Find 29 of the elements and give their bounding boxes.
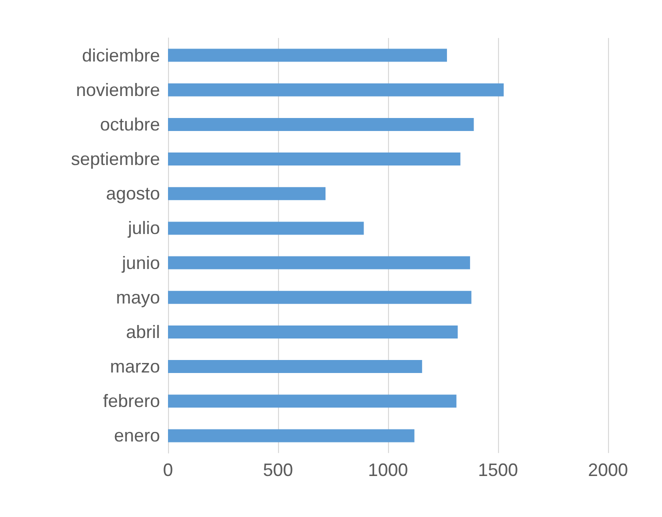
y-tick-label: junio: [120, 252, 160, 273]
bar: [168, 429, 414, 442]
bar: [168, 152, 460, 166]
bar: [168, 48, 447, 62]
x-tick-label: 1500: [478, 460, 518, 480]
bar: [168, 256, 470, 270]
y-tick-label: diciembre: [82, 45, 160, 66]
y-tick-label: septiembre: [70, 149, 160, 170]
y-tick-label: febrero: [102, 391, 160, 412]
x-tick-label: 1000: [368, 460, 408, 480]
x-tick-label: 0: [162, 460, 174, 480]
y-tick-label: noviembre: [76, 80, 160, 100]
y-tick-label: agosto: [106, 184, 160, 204]
bar: [168, 187, 326, 200]
y-tick-label: abril: [126, 322, 160, 342]
bar: [168, 222, 364, 235]
x-tick-label: 2000: [588, 460, 628, 480]
bar: [168, 360, 422, 374]
bar: [168, 118, 474, 131]
bar: [168, 290, 472, 304]
x-tick-label: 500: [262, 460, 294, 480]
y-tick-label: marzo: [110, 356, 160, 377]
bar: [168, 394, 456, 408]
y-tick-label: julio: [126, 218, 160, 238]
bar: [168, 83, 504, 96]
y-tick-label: mayo: [116, 287, 160, 308]
y-tick-label: octubre: [100, 114, 160, 134]
y-tick-label: enero: [114, 426, 160, 446]
bar: [168, 325, 458, 338]
